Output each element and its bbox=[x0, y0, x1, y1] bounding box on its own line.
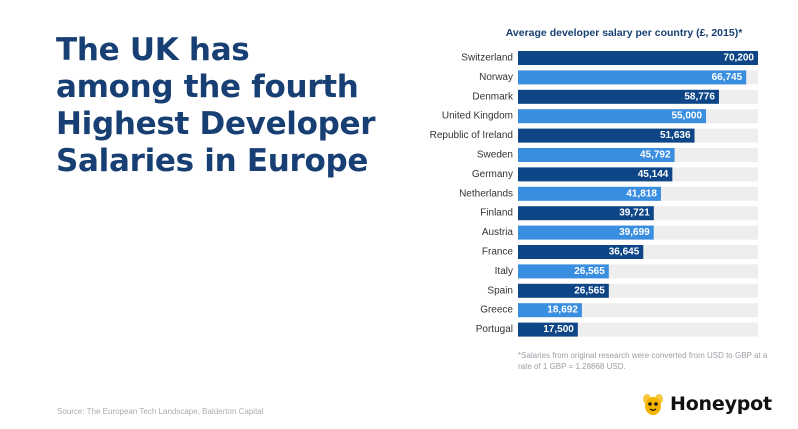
bar bbox=[518, 167, 673, 182]
category-label: Greece bbox=[480, 305, 513, 316]
headline-line: The UK has bbox=[56, 32, 250, 68]
bar bbox=[518, 206, 654, 221]
chart-title: Average developer salary per country (£,… bbox=[505, 27, 743, 39]
value-label: 39,699 bbox=[619, 227, 650, 238]
value-label: 70,200 bbox=[723, 53, 754, 64]
bar bbox=[518, 148, 675, 162]
bar bbox=[518, 89, 719, 104]
value-label: 45,144 bbox=[638, 169, 669, 180]
brand-name: Honeypot bbox=[670, 393, 772, 415]
footnote: *Salaries from original research were co… bbox=[518, 351, 768, 371]
bar bbox=[518, 264, 609, 279]
brand-logo: Honeypot bbox=[642, 391, 772, 417]
category-label: Portugal bbox=[476, 324, 513, 335]
source-note: Source: The European Tech Landscape, Bal… bbox=[57, 407, 264, 416]
value-label: 58,776 bbox=[684, 91, 715, 102]
category-label: Sweden bbox=[477, 150, 513, 161]
headline-line: Salaries in Europe bbox=[56, 143, 369, 179]
bar bbox=[518, 70, 747, 85]
category-label: Austria bbox=[482, 227, 514, 238]
value-label: 36,645 bbox=[609, 247, 640, 258]
value-label: 55,000 bbox=[671, 111, 702, 122]
bar bbox=[518, 303, 582, 318]
bar bbox=[518, 186, 661, 201]
bar bbox=[518, 283, 609, 298]
value-label: 66,745 bbox=[712, 72, 743, 83]
bar-track bbox=[518, 322, 758, 337]
bar bbox=[518, 225, 654, 240]
headline: The UK has among the fourth Highest Deve… bbox=[56, 32, 436, 180]
headline-line: Highest Developer bbox=[56, 106, 376, 142]
category-label: United Kingdom bbox=[442, 111, 513, 122]
value-label: 17,500 bbox=[543, 324, 574, 335]
value-label: 51,636 bbox=[660, 130, 691, 141]
category-label: Spain bbox=[487, 285, 513, 296]
category-label: Finland bbox=[480, 208, 513, 219]
bar bbox=[518, 51, 758, 65]
bar bbox=[518, 322, 578, 337]
value-label: 18,692 bbox=[547, 305, 578, 316]
category-label: Switzerland bbox=[461, 53, 513, 64]
category-label: Germany bbox=[472, 169, 513, 180]
bar bbox=[518, 128, 695, 143]
bar bbox=[518, 109, 707, 124]
bar bbox=[518, 245, 644, 259]
value-label: 45,792 bbox=[640, 150, 671, 161]
category-label: Netherlands bbox=[459, 188, 513, 199]
value-label: 26,565 bbox=[574, 285, 605, 296]
value-label: 39,721 bbox=[619, 208, 650, 219]
category-label: Italy bbox=[495, 266, 513, 277]
category-label: Denmark bbox=[472, 91, 514, 102]
category-label: France bbox=[482, 247, 514, 258]
bee-icon bbox=[643, 394, 663, 415]
headline-line: among the fourth bbox=[56, 69, 359, 105]
value-label: 41,818 bbox=[626, 188, 657, 199]
value-label: 26,565 bbox=[574, 266, 605, 277]
category-label: Norway bbox=[479, 72, 513, 83]
category-label: Republic of Ireland bbox=[430, 130, 513, 141]
